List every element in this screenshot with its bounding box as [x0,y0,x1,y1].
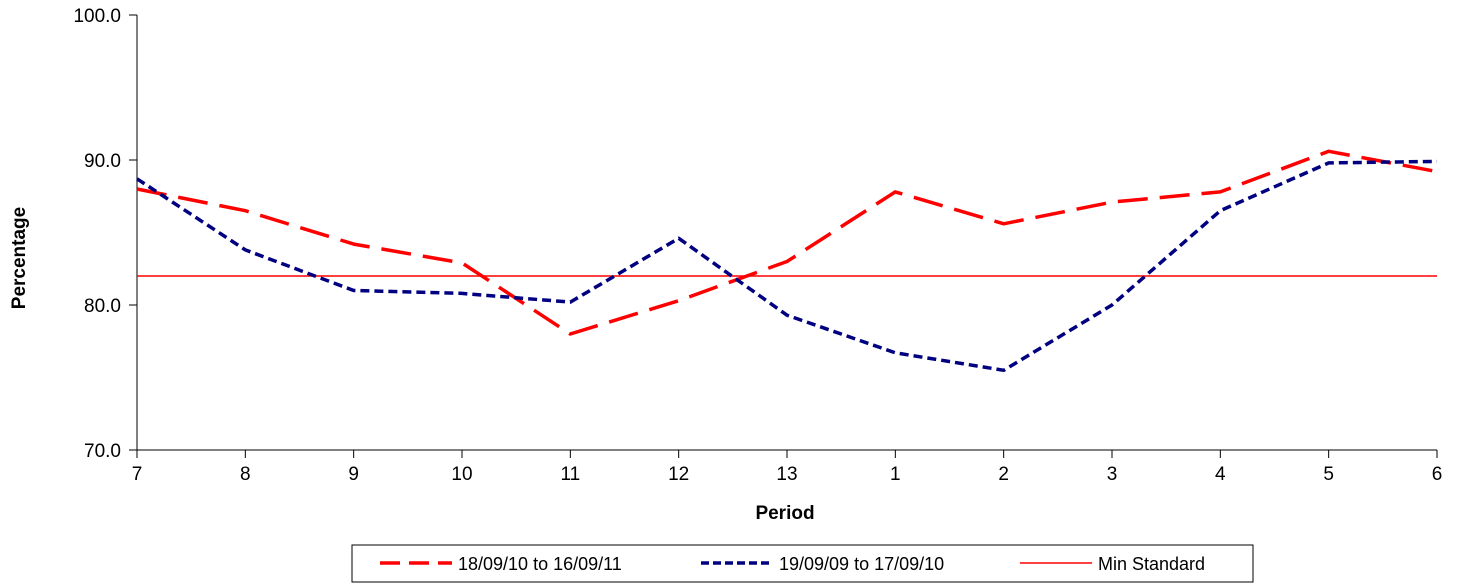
y-tick-label: 90.0 [84,151,121,172]
legend: 18/09/10 to 16/09/11 19/09/09 to 17/09/10… [351,544,1254,583]
x-axis-title: Period [755,503,814,524]
x-tick-label: 6 [1432,464,1443,485]
legend-label-3: Min Standard [1098,554,1205,574]
x-tick-label: 7 [132,464,143,485]
series-layer [136,149,1438,373]
y-tick-label: 70.0 [84,441,121,462]
legend-label-1: 18/09/10 to 16/09/11 [458,554,622,574]
x-tick-label: 11 [560,464,580,485]
series-line-1 [136,149,1438,336]
x-tick-label: 13 [776,464,797,485]
x-tick-label: 10 [451,464,472,485]
x-tick-label: 9 [348,464,359,485]
x-tick-label: 8 [240,464,251,485]
x-tick-label: 2 [998,464,1009,485]
x-tick-label: 1 [890,464,901,485]
x-tick-label: 4 [1215,464,1226,485]
x-tick-label: 12 [668,464,689,485]
x-tick-label: 5 [1323,464,1334,485]
series-line-2 [136,159,1438,373]
x-tick-label: 3 [1107,464,1118,485]
y-axis-title: Percentage [9,207,30,309]
y-tick-label: 100.0 [73,6,121,27]
legend-frame [351,544,1254,583]
legend-label-2: 19/09/09 to 17/09/10 [779,554,944,574]
y-tick-label: 80.0 [84,296,121,317]
